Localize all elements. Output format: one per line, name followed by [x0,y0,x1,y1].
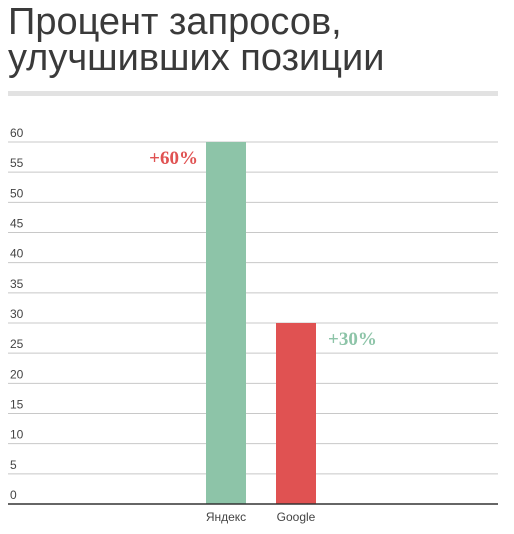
y-tick-label: 35 [10,277,24,291]
bar [206,142,246,504]
y-tick-label: 25 [10,337,24,351]
title-separator [8,91,498,96]
value-label: +30% [328,329,377,350]
y-tick-label: 45 [10,217,24,231]
y-tick-label: 15 [10,398,24,412]
y-tick-label: 20 [10,367,24,381]
y-tick-label: 50 [10,186,24,200]
y-tick-label: 10 [10,428,24,442]
x-tick-label: Google [277,510,316,524]
chart-title: Процент запросов, улучшивших позиции [8,1,385,79]
value-label: +60% [149,148,198,169]
y-tick-label: 55 [10,156,24,170]
x-tick-label: Яндекс [206,510,246,524]
y-tick-label: 60 [10,126,24,140]
bar [276,323,316,504]
y-tick-label: 30 [10,307,24,321]
y-tick-label: 5 [10,458,17,472]
y-tick-label: 0 [10,488,17,502]
y-tick-label: 40 [10,247,24,261]
